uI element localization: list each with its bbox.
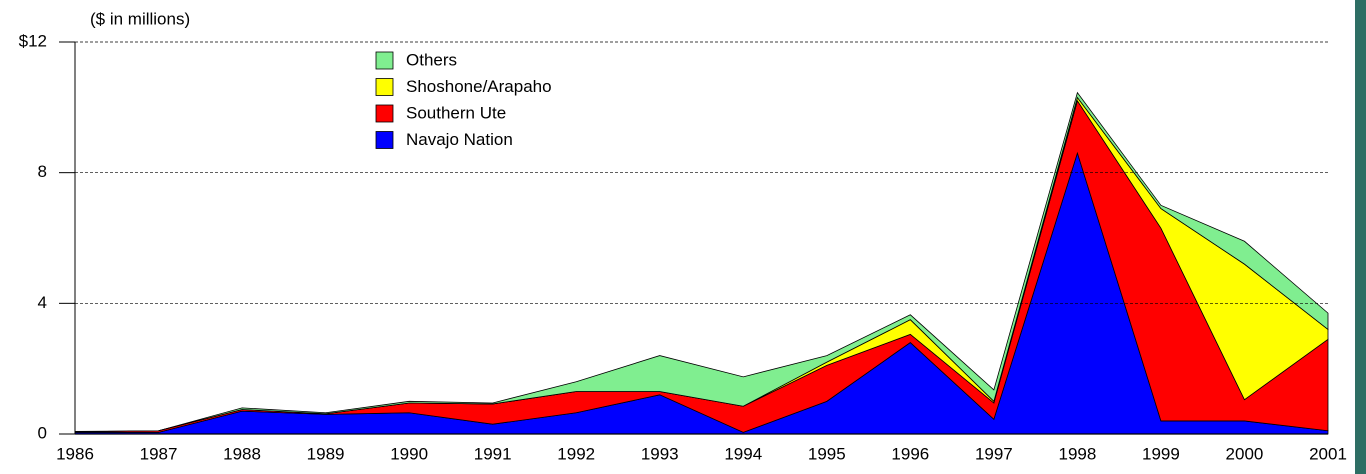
legend-swatch — [375, 104, 394, 123]
x-tick-label: 2000 — [1226, 444, 1264, 463]
x-tick-label: 1996 — [891, 444, 929, 463]
x-tick-label: 1987 — [140, 444, 178, 463]
legend-swatch — [375, 131, 394, 149]
x-tick-label: 1993 — [641, 444, 679, 463]
x-tick-label: 1989 — [307, 444, 345, 463]
legend-label: Southern Ute — [406, 103, 506, 122]
x-tick-label: 1998 — [1058, 444, 1096, 463]
legend-label: Others — [406, 50, 457, 69]
y-tick-label: 0 — [38, 423, 47, 442]
x-tick-label: 1995 — [808, 444, 846, 463]
x-tick-label: 1988 — [223, 444, 261, 463]
x-tick-label: 2001 — [1309, 444, 1347, 463]
legend-label: Shoshone/Arapaho — [406, 77, 552, 96]
x-tick-label: 1997 — [975, 444, 1013, 463]
x-tick-label: 1994 — [724, 444, 762, 463]
legend-swatch — [375, 51, 394, 70]
x-tick-label: 1986 — [56, 444, 94, 463]
area — [74, 91, 1329, 433]
side-bar — [1355, 0, 1366, 474]
y-tick-label: 8 — [38, 162, 47, 181]
x-tick-label: 1992 — [557, 444, 595, 463]
y-tick-label: 4 — [38, 293, 47, 312]
legend-swatch — [375, 78, 394, 96]
x-tick-label: 1990 — [390, 444, 428, 463]
x-tick-label: 1991 — [474, 444, 512, 463]
legend-label: Navajo Nation — [406, 130, 513, 149]
y-tick-label: $12 — [19, 31, 47, 50]
y-axis-label: ($ in millions) — [90, 9, 190, 28]
x-tick-label: 1999 — [1142, 444, 1180, 463]
